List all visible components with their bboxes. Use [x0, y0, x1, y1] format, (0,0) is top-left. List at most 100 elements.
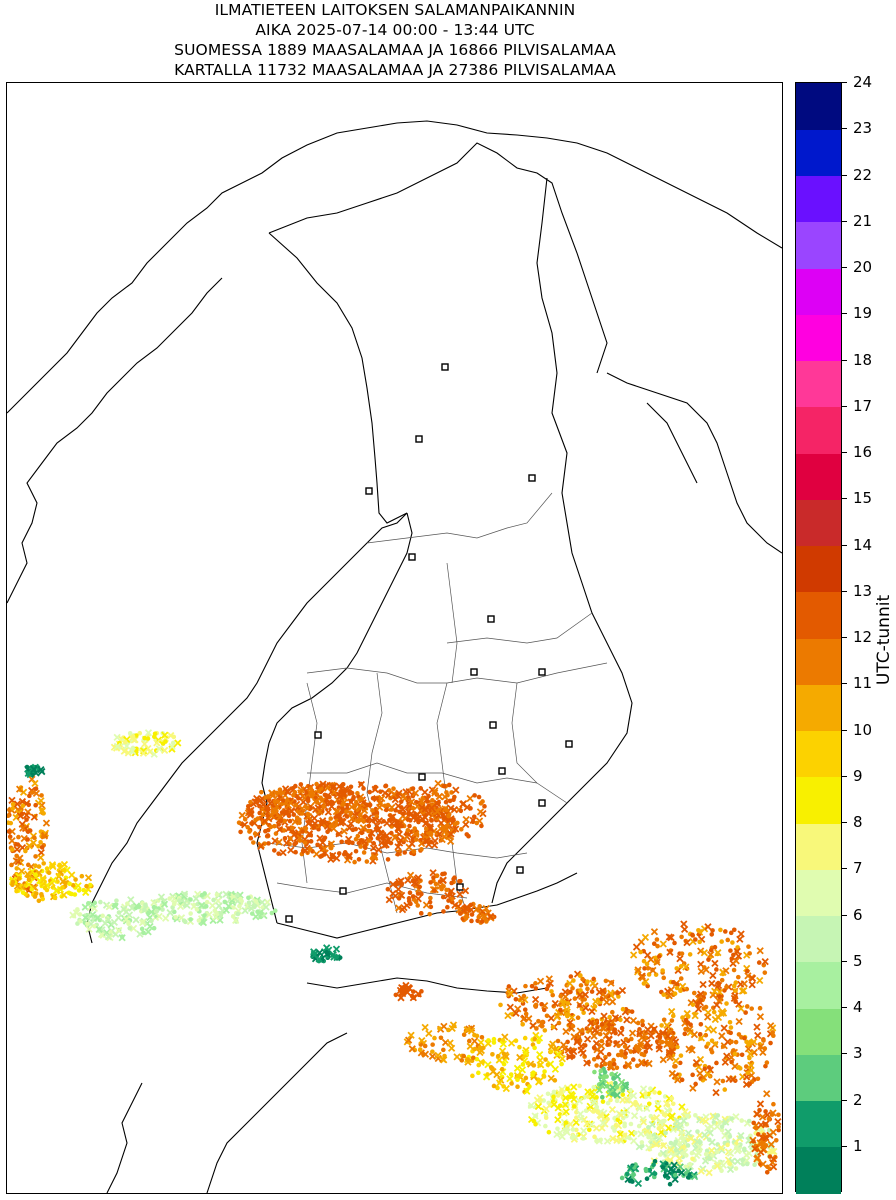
cloud-strike-marker: [414, 832, 420, 837]
ground-strike-marker: [523, 1087, 531, 1095]
cloud-strike-marker: [302, 840, 308, 845]
cloud-strike-marker: [733, 1166, 739, 1171]
ground-strike-marker: [608, 1106, 617, 1114]
ground-strike-marker: [700, 949, 708, 957]
cloud-strike-marker: [7, 820, 11, 825]
cloud-strike-marker: [708, 947, 714, 953]
cloud-strike-marker: [479, 919, 485, 924]
ground-strike-marker: [704, 923, 712, 931]
cloud-strike-marker: [417, 884, 422, 890]
ground-strike-marker: [630, 1112, 639, 1120]
cloud-strike-marker: [618, 1017, 623, 1023]
ground-strike-marker: [583, 1035, 592, 1043]
cloud-strike-marker: [710, 928, 715, 933]
ground-strike-marker: [634, 966, 642, 974]
cloud-strike-marker: [428, 895, 433, 901]
ground-strike-marker: [408, 1045, 416, 1053]
ground-strike-marker: [663, 1021, 671, 1029]
cloud-strike-marker: [529, 983, 535, 989]
ground-strike-marker: [395, 878, 403, 886]
ground-strike-marker: [120, 905, 128, 913]
cloud-strike-marker: [32, 835, 37, 841]
ground-strike-marker: [120, 747, 128, 755]
cloud-strike-marker: [33, 786, 39, 792]
cloud-strike-marker: [661, 1112, 667, 1117]
cloud-strike-marker: [736, 1032, 742, 1037]
ground-strike-marker: [105, 903, 113, 911]
ground-strike-marker: [161, 731, 169, 739]
ground-strike-marker: [29, 839, 38, 847]
cloud-strike-marker: [523, 983, 528, 989]
cloud-strike-marker: [683, 1017, 689, 1023]
ground-strike-marker: [759, 1139, 768, 1148]
cloud-strike-marker: [251, 840, 256, 845]
ground-strike-marker: [699, 980, 707, 989]
cloud-strike-marker: [720, 971, 726, 977]
station-marker: [538, 668, 546, 676]
cloud-strike-marker: [539, 1001, 544, 1007]
lightning-map[interactable]: [6, 82, 783, 1194]
cloud-strike-marker: [725, 937, 731, 943]
cloud-strike-marker: [608, 1097, 613, 1103]
colorbar-tick: 19: [842, 305, 872, 321]
station-marker: [415, 435, 423, 443]
ground-strike-marker: [682, 963, 690, 971]
ground-strike-marker: [629, 1100, 638, 1108]
ground-strike-marker: [627, 1129, 636, 1137]
cloud-strike-marker: [642, 966, 647, 971]
cloud-strike-marker: [679, 934, 684, 940]
cloud-strike-marker: [407, 823, 412, 829]
ground-strike-marker: [666, 948, 674, 956]
ground-strike-marker: [222, 890, 230, 898]
ground-strike-marker: [466, 794, 474, 803]
cloud-strike-marker: [565, 1086, 570, 1092]
ground-strike-marker: [228, 896, 236, 905]
cloud-strike-marker: [770, 1030, 775, 1035]
cloud-strike-marker: [570, 1023, 576, 1029]
ground-strike-marker: [232, 916, 240, 924]
ground-strike-marker: [536, 1094, 544, 1102]
cloud-strike-marker: [421, 1052, 426, 1058]
ground-strike-marker: [654, 1104, 662, 1113]
ground-strike-marker: [534, 1102, 543, 1111]
cloud-strike-marker: [555, 1038, 561, 1044]
cloud-strike-marker: [661, 992, 667, 997]
cloud-strike-marker: [631, 1171, 636, 1177]
cloud-strike-marker: [246, 895, 251, 901]
cloud-strike-marker: [595, 1054, 601, 1060]
ground-strike-marker: [734, 952, 743, 960]
ground-strike-marker: [624, 1062, 633, 1070]
ground-strike-marker: [183, 901, 191, 909]
cloud-strike-marker: [336, 800, 342, 805]
ground-strike-marker: [638, 1058, 646, 1066]
ground-strike-marker: [717, 1144, 725, 1152]
cloud-strike-marker: [410, 837, 416, 843]
cloud-strike-marker: [476, 914, 482, 920]
utc-hour-colorbar: [795, 82, 842, 1194]
cloud-strike-marker: [336, 851, 342, 856]
ground-strike-marker: [406, 871, 415, 879]
ground-strike-marker: [407, 798, 416, 806]
ground-strike-marker: [103, 929, 111, 937]
ground-strike-marker: [517, 994, 526, 1002]
cloud-strike-marker: [39, 891, 44, 897]
ground-strike-marker: [291, 818, 299, 826]
cloud-strike-marker: [712, 944, 718, 950]
cloud-strike-marker: [549, 989, 554, 994]
ground-strike-marker: [635, 1104, 644, 1112]
cloud-strike-marker: [451, 797, 456, 803]
cloud-strike-marker: [32, 894, 38, 899]
cloud-strike-marker: [402, 850, 408, 855]
cloud-strike-marker: [10, 801, 16, 807]
ground-strike-marker: [15, 785, 24, 793]
cloud-strike-marker: [592, 1046, 597, 1051]
cloud-strike-marker: [727, 1161, 732, 1166]
cloud-strike-marker: [348, 810, 353, 816]
cloud-strike-marker: [565, 1001, 571, 1006]
cloud-strike-marker: [461, 1032, 467, 1038]
cloud-strike-marker: [703, 1151, 709, 1157]
ground-strike-marker: [453, 1053, 461, 1061]
station-marker: [408, 553, 416, 561]
cloud-strike-marker: [305, 796, 311, 801]
ground-strike-marker: [701, 1131, 709, 1139]
